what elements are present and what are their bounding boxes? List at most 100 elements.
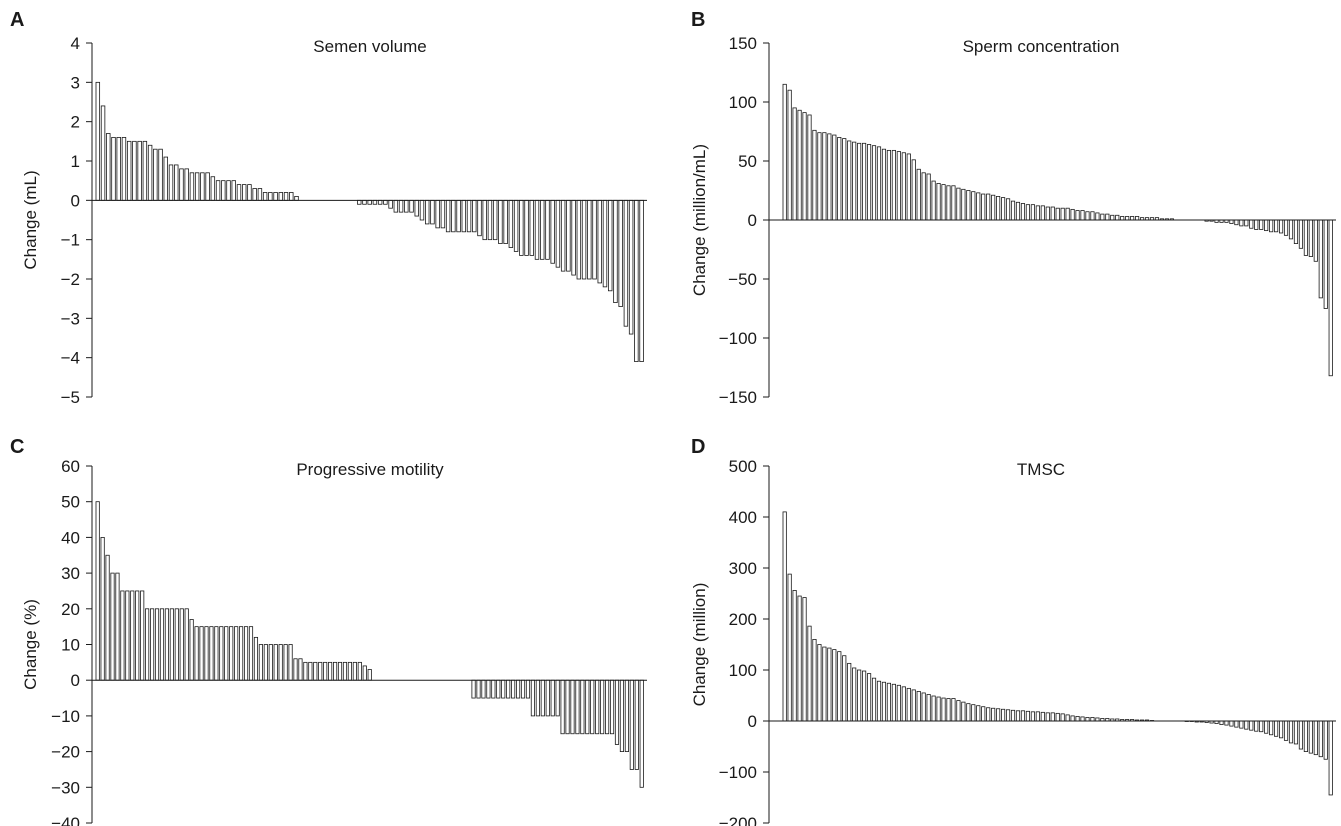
- bar-d: [891, 683, 896, 722]
- bar-c: [367, 669, 372, 681]
- bar-b: [1020, 203, 1026, 221]
- bar-a: [440, 199, 446, 229]
- bar-d: [1005, 709, 1011, 722]
- bar-c: [525, 679, 531, 699]
- bar-b: [1130, 216, 1135, 221]
- bar-b: [1040, 205, 1045, 221]
- bar-d: [1239, 720, 1244, 729]
- y-tick-label-c: 30: [61, 564, 80, 583]
- bar-d: [1298, 720, 1304, 750]
- bar-c: [219, 626, 224, 681]
- bar-c: [145, 608, 150, 681]
- bar-d: [1269, 720, 1274, 736]
- y-tick-label-b: 150: [729, 34, 757, 53]
- bar-b: [1075, 210, 1080, 221]
- bar-c: [550, 679, 555, 717]
- bar-d: [981, 706, 986, 722]
- bar-b: [986, 193, 991, 221]
- bar-d: [832, 649, 837, 722]
- bar-b: [991, 194, 996, 221]
- bar-b: [1229, 219, 1234, 224]
- bar-c: [362, 665, 367, 681]
- bar-a: [367, 199, 372, 205]
- bar-a: [435, 199, 440, 229]
- bar-c: [333, 661, 338, 681]
- bar-d: [1070, 715, 1075, 722]
- bar-a: [560, 199, 566, 272]
- bar-d: [1001, 708, 1006, 722]
- bar-a: [257, 188, 263, 201]
- bar-b: [1025, 204, 1030, 221]
- bar-d: [817, 644, 822, 722]
- bar-c: [585, 679, 590, 735]
- bar-a: [200, 172, 205, 201]
- bar-c: [511, 679, 516, 699]
- panel-a: A Semen volume Change (mL) 4 3 2 1 0 −1 −2 −3 −4 −5: [0, 0, 670, 413]
- bar-c: [253, 636, 259, 681]
- y-tick-label-b: 100: [729, 93, 757, 112]
- bar-d: [1075, 716, 1080, 722]
- bar-a: [628, 199, 634, 335]
- bar-c: [115, 572, 120, 681]
- bar-b: [1090, 211, 1095, 221]
- bar-b: [916, 168, 921, 221]
- bar-b: [807, 114, 812, 221]
- bar-a: [466, 199, 472, 233]
- bar-a: [247, 184, 252, 201]
- bar-b: [1249, 219, 1254, 229]
- bar-c: [318, 661, 323, 681]
- bar-c: [486, 679, 491, 699]
- bar-c: [590, 679, 595, 735]
- y-tick-label-b: −150: [719, 388, 757, 407]
- y-tick-label-d: −100: [719, 763, 757, 782]
- bar-a: [362, 199, 367, 205]
- bar-a: [241, 184, 247, 201]
- bar-a: [461, 199, 467, 233]
- bar-c: [268, 644, 273, 681]
- bar-a: [576, 199, 582, 280]
- bar-d: [1080, 716, 1085, 722]
- bar-b: [1110, 214, 1115, 221]
- bar-c: [575, 679, 580, 735]
- bar-d: [842, 655, 847, 722]
- y-tick-label-d: −200: [719, 814, 757, 826]
- bar-b: [837, 136, 842, 221]
- bar-c: [189, 619, 194, 681]
- y-tick-label-b: 0: [748, 211, 757, 230]
- bar-c: [619, 679, 625, 753]
- bar-b: [827, 133, 832, 221]
- bar-c: [130, 590, 135, 681]
- bar-c: [169, 608, 174, 681]
- chart-b-svg: B Sperm concentration Change (million/mL) 1…: [690, 9, 1336, 407]
- bar-b: [881, 148, 887, 221]
- bar-b: [1279, 219, 1284, 234]
- bar-b: [1259, 219, 1264, 230]
- y-tick-label-a: −3: [61, 309, 80, 328]
- bar-a: [472, 199, 477, 233]
- y-tick-label-a: 2: [71, 113, 80, 132]
- bar-d: [906, 687, 911, 722]
- bar-a: [581, 199, 587, 280]
- bar-a: [430, 199, 435, 225]
- bar-d: [792, 590, 797, 722]
- bar-b: [956, 187, 961, 221]
- bar-d: [1318, 720, 1323, 758]
- bar-b: [1050, 206, 1055, 221]
- bar-b: [936, 183, 941, 221]
- bar-d: [991, 707, 996, 722]
- bar-c: [545, 679, 550, 717]
- bar-d: [1279, 720, 1284, 739]
- bar-b: [1035, 205, 1040, 221]
- bar-a: [205, 172, 210, 201]
- bar-d: [1249, 720, 1254, 731]
- bar-b: [1080, 210, 1085, 221]
- bar-d: [847, 662, 852, 722]
- bar-a: [132, 140, 137, 201]
- bar-a: [498, 199, 503, 245]
- bar-c: [120, 590, 125, 681]
- bar-a: [602, 199, 608, 288]
- bar-b: [1120, 216, 1125, 221]
- bar-d: [1308, 720, 1313, 754]
- bar-a: [545, 199, 550, 260]
- bar-d: [896, 684, 901, 722]
